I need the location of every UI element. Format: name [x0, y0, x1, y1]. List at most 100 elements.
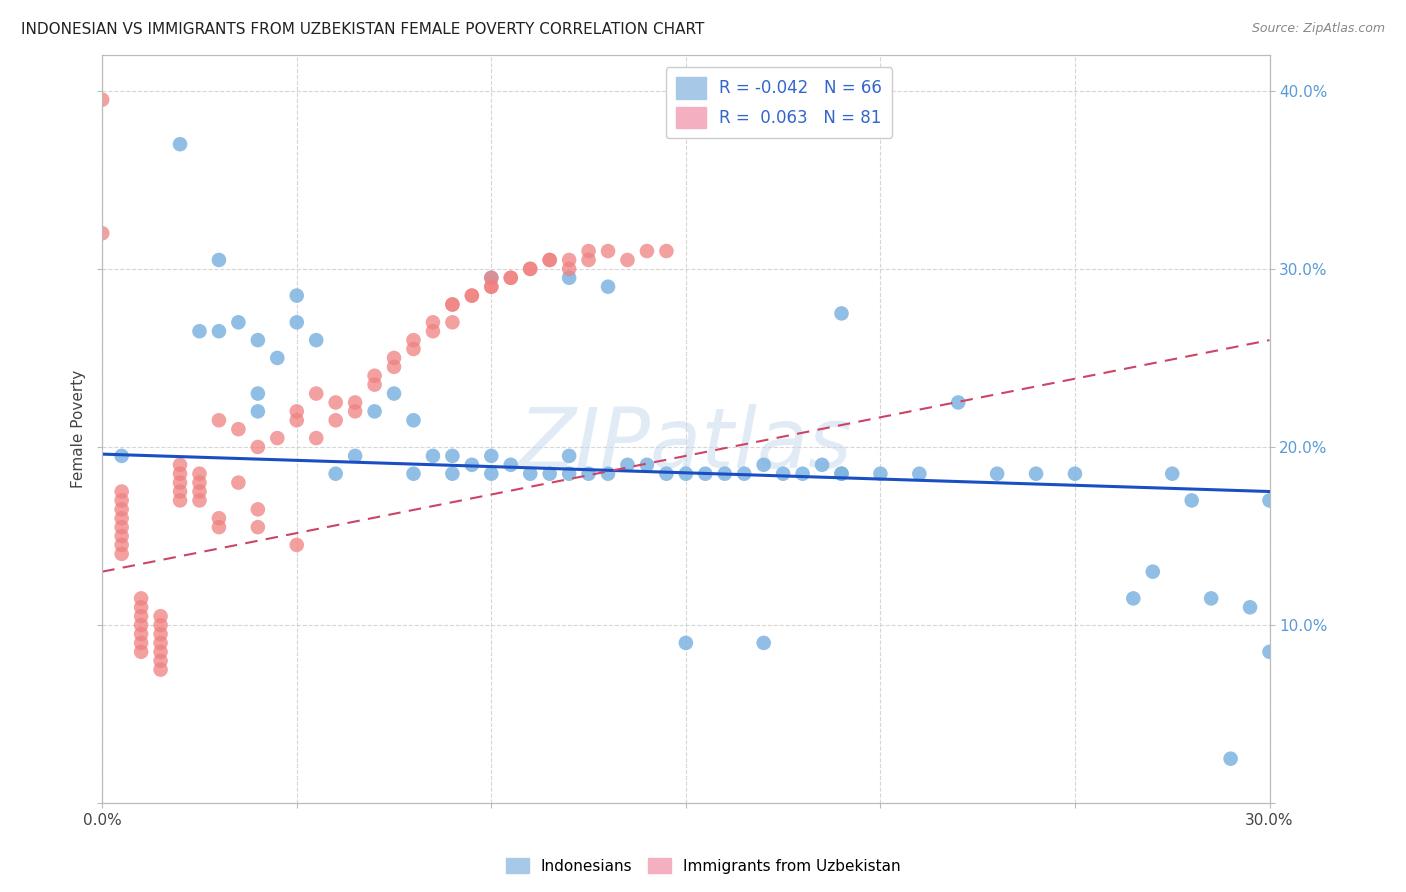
Point	[558, 270, 581, 285]
Point	[616, 252, 638, 267]
Point	[675, 467, 697, 481]
Legend: R = -0.042   N = 66, R =  0.063   N = 81: R = -0.042 N = 66, R = 0.063 N = 81	[666, 67, 893, 138]
Point	[129, 618, 152, 632]
Point	[208, 520, 231, 534]
Point	[1181, 493, 1204, 508]
Point	[325, 467, 347, 481]
Point	[986, 467, 1008, 481]
Point	[441, 449, 464, 463]
Point	[538, 252, 561, 267]
Point	[636, 458, 658, 472]
Point	[169, 475, 191, 490]
Point	[811, 458, 834, 472]
Point	[149, 645, 172, 659]
Point	[752, 636, 775, 650]
Point	[422, 449, 444, 463]
Point	[578, 467, 600, 481]
Point	[208, 252, 231, 267]
Point	[208, 511, 231, 525]
Point	[792, 467, 814, 481]
Point	[344, 395, 367, 409]
Text: Source: ZipAtlas.com: Source: ZipAtlas.com	[1251, 22, 1385, 36]
Point	[479, 279, 502, 293]
Point	[285, 413, 308, 427]
Point	[363, 404, 385, 418]
Point	[1064, 467, 1087, 481]
Point	[363, 377, 385, 392]
Point	[831, 467, 853, 481]
Point	[111, 529, 134, 543]
Point	[382, 351, 405, 365]
Point	[636, 244, 658, 258]
Point	[149, 654, 172, 668]
Point	[208, 324, 231, 338]
Point	[596, 244, 619, 258]
Point	[519, 467, 541, 481]
Point	[558, 449, 581, 463]
Point	[402, 413, 425, 427]
Point	[188, 493, 211, 508]
Point	[246, 520, 269, 534]
Point	[908, 467, 931, 481]
Point	[305, 333, 328, 347]
Point	[402, 333, 425, 347]
Point	[382, 359, 405, 374]
Point	[305, 386, 328, 401]
Point	[1122, 591, 1144, 606]
Point	[402, 467, 425, 481]
Point	[1025, 467, 1047, 481]
Point	[285, 538, 308, 552]
Point	[519, 261, 541, 276]
Point	[461, 458, 484, 472]
Point	[461, 288, 484, 302]
Point	[344, 404, 367, 418]
Text: ZIPatlas: ZIPatlas	[519, 404, 852, 484]
Point	[228, 422, 250, 436]
Point	[695, 467, 717, 481]
Point	[149, 636, 172, 650]
Point	[266, 431, 288, 445]
Point	[869, 467, 891, 481]
Point	[344, 449, 367, 463]
Point	[188, 324, 211, 338]
Point	[149, 627, 172, 641]
Point	[246, 386, 269, 401]
Point	[1161, 467, 1184, 481]
Point	[441, 467, 464, 481]
Point	[1239, 600, 1261, 615]
Point	[228, 315, 250, 329]
Point	[948, 395, 970, 409]
Point	[772, 467, 794, 481]
Point	[733, 467, 755, 481]
Point	[285, 288, 308, 302]
Point	[169, 458, 191, 472]
Point	[111, 511, 134, 525]
Point	[402, 342, 425, 356]
Point	[111, 547, 134, 561]
Point	[479, 279, 502, 293]
Point	[111, 520, 134, 534]
Point	[169, 493, 191, 508]
Point	[441, 297, 464, 311]
Point	[246, 404, 269, 418]
Point	[479, 449, 502, 463]
Point	[363, 368, 385, 383]
Point	[246, 333, 269, 347]
Point	[188, 484, 211, 499]
Point	[129, 591, 152, 606]
Point	[188, 475, 211, 490]
Point	[149, 609, 172, 624]
Point	[169, 467, 191, 481]
Point	[129, 636, 152, 650]
Point	[1142, 565, 1164, 579]
Point	[325, 413, 347, 427]
Point	[655, 244, 678, 258]
Point	[499, 270, 522, 285]
Point	[208, 413, 231, 427]
Point	[479, 270, 502, 285]
Point	[479, 467, 502, 481]
Point	[1219, 752, 1241, 766]
Point	[111, 538, 134, 552]
Point	[499, 458, 522, 472]
Point	[111, 484, 134, 499]
